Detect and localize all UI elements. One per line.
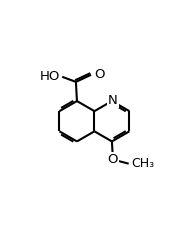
Text: N: N [108,94,118,107]
Text: CH₃: CH₃ [131,157,154,170]
Text: O: O [108,154,118,166]
Text: O: O [94,68,104,80]
Text: HO: HO [40,70,60,83]
